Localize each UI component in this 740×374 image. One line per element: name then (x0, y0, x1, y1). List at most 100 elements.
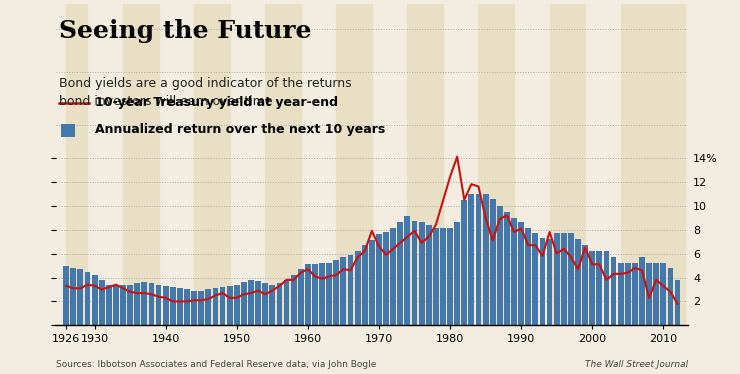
Bar (312, 264, 318, 325)
Bar (397, 223, 403, 325)
Bar (70, 268, 76, 325)
Bar (63, 266, 69, 325)
Bar (621, 4, 685, 146)
Bar (454, 223, 460, 325)
Bar (170, 287, 175, 325)
Bar (589, 251, 595, 325)
Bar (277, 283, 283, 325)
Bar (667, 268, 673, 325)
Bar (127, 285, 133, 325)
Bar (149, 283, 155, 325)
Bar (497, 206, 502, 325)
Bar (461, 200, 467, 325)
Bar (476, 194, 482, 325)
Bar (625, 263, 630, 325)
Bar (479, 4, 514, 146)
Bar (490, 199, 496, 325)
Bar (539, 238, 545, 325)
Bar (390, 229, 396, 325)
Bar (248, 280, 254, 325)
Bar (511, 218, 517, 325)
Bar (554, 233, 559, 325)
Bar (269, 285, 275, 325)
Bar (291, 275, 297, 325)
Bar (621, 146, 685, 325)
Bar (198, 291, 204, 325)
Bar (241, 282, 247, 325)
Bar (135, 283, 140, 325)
Bar (632, 263, 638, 325)
Bar (120, 285, 126, 325)
Bar (265, 4, 300, 146)
Bar (262, 283, 268, 325)
Bar (336, 146, 371, 325)
Bar (568, 233, 574, 325)
Bar (675, 280, 681, 325)
Bar (405, 217, 410, 325)
Bar (220, 287, 226, 325)
Bar (234, 285, 240, 325)
Bar (596, 251, 602, 325)
Bar (283, 280, 289, 325)
Text: 10-year Treasury yield at year-end: 10-year Treasury yield at year-end (95, 96, 337, 109)
Text: Bond yields are a good indicator of the returns
bond investors will earn over ti: Bond yields are a good indicator of the … (59, 77, 351, 108)
Text: Seeing the Future: Seeing the Future (59, 19, 312, 43)
Bar (411, 221, 417, 325)
Bar (297, 269, 303, 325)
Bar (123, 146, 158, 325)
Bar (550, 146, 585, 325)
Bar (255, 281, 261, 325)
Bar (92, 275, 98, 325)
Bar (561, 233, 567, 325)
Bar (610, 257, 616, 325)
Bar (113, 286, 119, 325)
Bar (646, 263, 652, 325)
Bar (639, 257, 645, 325)
Bar (618, 263, 624, 325)
Bar (155, 285, 161, 325)
Bar (479, 146, 514, 325)
Bar (123, 4, 158, 146)
Bar (177, 288, 183, 325)
Bar (575, 239, 581, 325)
Bar (78, 269, 84, 325)
Bar (66, 146, 87, 325)
Bar (340, 257, 346, 325)
Bar (582, 245, 588, 325)
Bar (376, 234, 382, 325)
Bar (533, 233, 538, 325)
Bar (99, 280, 104, 325)
Bar (433, 229, 439, 325)
Bar (525, 229, 531, 325)
Bar (354, 251, 360, 325)
Bar (163, 286, 169, 325)
Bar (408, 4, 443, 146)
Bar (504, 212, 510, 325)
Bar (408, 146, 443, 325)
Bar (206, 289, 211, 325)
Bar (383, 232, 389, 325)
Bar (334, 260, 339, 325)
Bar (348, 255, 354, 325)
Bar (653, 263, 659, 325)
Text: Sources: Ibbotson Associates and Federal Reserve data, via John Bogle: Sources: Ibbotson Associates and Federal… (56, 359, 376, 368)
Bar (141, 282, 147, 325)
Bar (305, 264, 311, 325)
Bar (226, 286, 232, 325)
Bar (419, 223, 425, 325)
Bar (84, 272, 90, 325)
Bar (184, 289, 190, 325)
Bar (440, 229, 446, 325)
Bar (336, 4, 371, 146)
Bar (518, 223, 524, 325)
Text: Annualized return over the next 10 years: Annualized return over the next 10 years (95, 123, 385, 135)
Bar (604, 251, 609, 325)
Bar (194, 4, 229, 146)
Bar (547, 239, 553, 325)
Bar (106, 285, 112, 325)
Bar (362, 245, 368, 325)
Bar (319, 263, 325, 325)
Bar (369, 240, 374, 325)
Bar (425, 225, 431, 325)
Bar (468, 194, 474, 325)
